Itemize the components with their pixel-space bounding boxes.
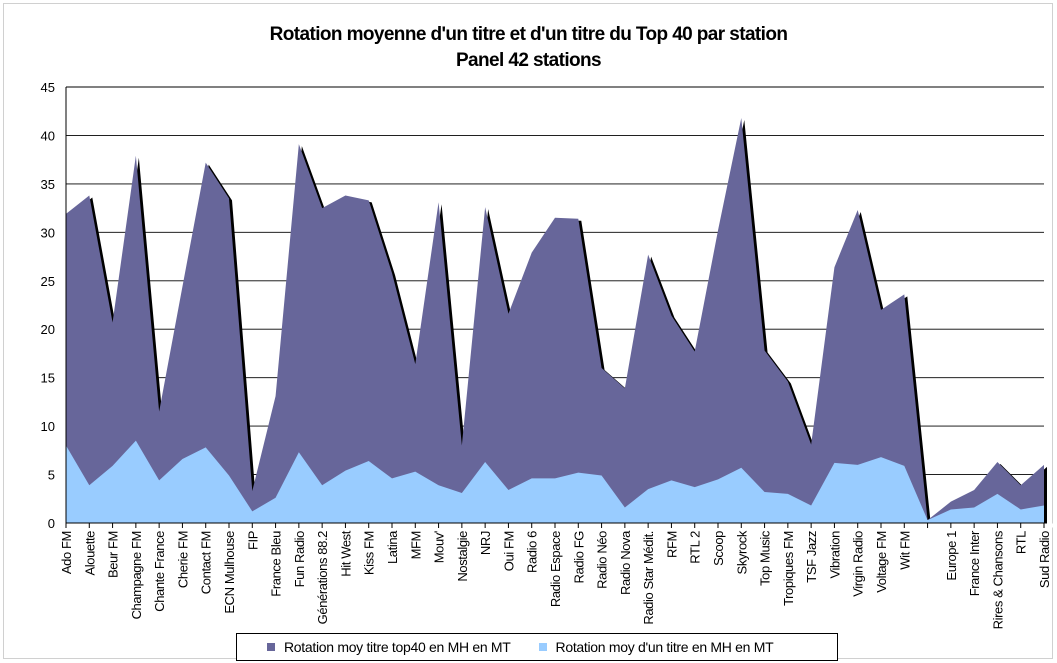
x-tick-label-22: Radio FG bbox=[571, 531, 586, 584]
x-tick-label-14: Latina bbox=[385, 530, 400, 564]
x-tick-label-35: Voltage FM bbox=[874, 531, 889, 593]
x-tick-label-8: FIP bbox=[245, 531, 260, 550]
x-tick-label-36: Wit FM bbox=[897, 531, 912, 570]
legend-item-top40: Rotation moy titre top40 en MH en MT bbox=[267, 639, 511, 655]
y-tick-label-40: 40 bbox=[41, 128, 55, 143]
x-tick-label-38: Europe 1 bbox=[944, 531, 959, 581]
legend-item-titre: Rotation moy d'un titre en MH en MT bbox=[538, 639, 774, 655]
x-tick-label-5: Cherie FM bbox=[175, 531, 190, 588]
area-series-titre bbox=[66, 440, 1044, 523]
y-tick-label-35: 35 bbox=[41, 177, 55, 192]
x-tick-label-28: Scoop bbox=[711, 531, 726, 566]
x-tick-label-27: RTL 2 bbox=[688, 531, 703, 564]
x-tick-label-19: Oui FM bbox=[501, 531, 516, 571]
x-tick-label-39: France Inter bbox=[967, 530, 982, 596]
x-tick-label-40: Rires & Chansons bbox=[990, 530, 1005, 629]
y-axis-tick-labels: 0 5 10 15 20 25 30 35 40 45 bbox=[41, 80, 55, 531]
legend-label-top40: Rotation moy titre top40 en MH en MT bbox=[284, 639, 511, 655]
x-tick-label-4: Chante France bbox=[152, 531, 167, 612]
y-tick-label-20: 20 bbox=[41, 322, 55, 337]
x-tick-label-24: Radio Nova bbox=[618, 530, 633, 595]
x-tick-label-32: TSF Jazz bbox=[804, 531, 819, 583]
x-tick-label-15: MFM bbox=[408, 531, 423, 559]
x-tick-label-9: France Bleu bbox=[269, 531, 284, 597]
x-tick-label-6: Contact FM bbox=[199, 531, 214, 594]
x-axis-tick-labels: Ado FM Alouette Beur FM Champagne FM Chante … bbox=[59, 530, 1052, 630]
chart-subtitle: Panel 42 stations bbox=[455, 50, 602, 71]
x-tick-label-12: Hit West bbox=[338, 530, 353, 576]
x-tick-label-7: ECN Mulhouse bbox=[222, 531, 237, 614]
x-tick-label-10: Fun Radio bbox=[292, 531, 307, 588]
x-tick-label-30: Top Music bbox=[758, 530, 773, 586]
y-tick-label-5: 5 bbox=[48, 468, 55, 483]
legend-label-titre: Rotation moy d'un titre en MH en MT bbox=[555, 639, 774, 655]
x-tick-label-18: NRJ bbox=[478, 531, 493, 555]
x-tick-label-26: RFM bbox=[664, 531, 679, 558]
y-tick-label-45: 45 bbox=[41, 80, 55, 95]
x-tick-label-33: Vibration bbox=[827, 531, 842, 579]
legend-swatch-top40 bbox=[267, 643, 275, 651]
x-tick-label-16: Mouv' bbox=[432, 531, 447, 563]
x-tick-label-0: Ado FM bbox=[59, 531, 74, 574]
x-tick-label-23: Radio Néo bbox=[595, 531, 610, 589]
area-series-top40 bbox=[66, 118, 1044, 523]
y-tick-label-30: 30 bbox=[41, 225, 55, 240]
y-tick-label-15: 15 bbox=[41, 371, 55, 386]
x-tick-label-17: Nostalgie bbox=[455, 531, 470, 582]
y-tick-label-25: 25 bbox=[41, 274, 55, 289]
y-tick-label-10: 10 bbox=[41, 419, 55, 434]
axes bbox=[65, 87, 1045, 528]
x-tick-label-20: Radio 6 bbox=[525, 531, 540, 573]
x-tick-label-42: Sud Radio bbox=[1037, 531, 1052, 588]
x-tick-label-25: Radio Star Médit. bbox=[641, 531, 656, 625]
x-tick-label-1: Alouette bbox=[82, 531, 97, 576]
x-tick-label-41: RTL bbox=[1014, 531, 1029, 554]
x-tick-label-11: Générations 88.2 bbox=[315, 531, 330, 625]
x-tick-label-31: Tropiques FM bbox=[781, 531, 796, 606]
x-tick-label-21: Radio Espace bbox=[548, 531, 563, 607]
x-tick-label-29: Skyrock bbox=[734, 530, 749, 574]
x-tick-label-13: Kiss FM bbox=[362, 531, 377, 575]
chart-title: Rotation moyenne d'un titre et d'un titr… bbox=[269, 24, 788, 45]
baseline-mask bbox=[64, 523, 1054, 528]
x-tick-label-34: Virgin Radio bbox=[851, 531, 866, 597]
legend-swatch-titre bbox=[538, 643, 547, 651]
x-tick-label-2: Beur FM bbox=[106, 531, 121, 578]
area-series bbox=[65, 117, 1045, 523]
legend: Rotation moy titre top40 en MH en MT Rot… bbox=[236, 633, 838, 661]
x-tick-label-3: Champagne FM bbox=[129, 531, 144, 619]
y-tick-label-0: 0 bbox=[48, 516, 55, 531]
